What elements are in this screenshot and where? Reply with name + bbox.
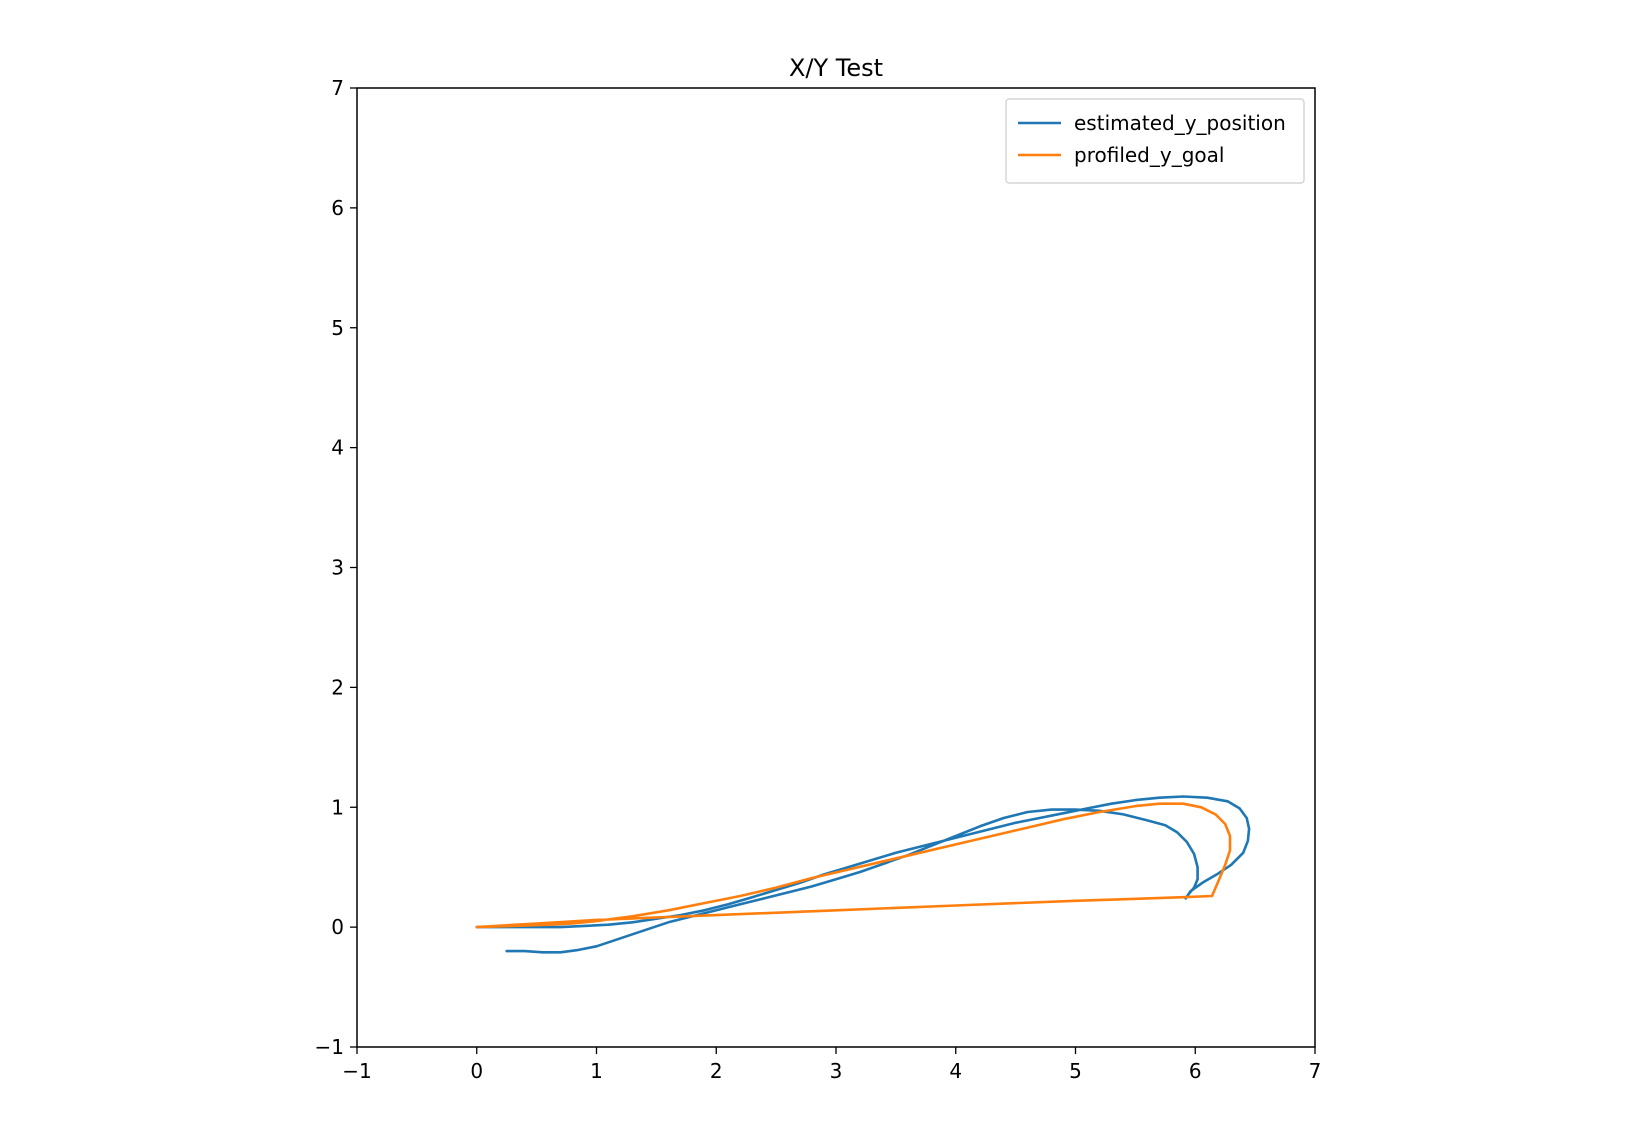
y-tick-label: 3: [331, 556, 344, 580]
y-tick-label: −1: [315, 1035, 344, 1059]
y-tick-label: 7: [331, 76, 344, 100]
legend-label: profiled_y_goal: [1074, 143, 1224, 167]
x-tick-label: 3: [830, 1059, 843, 1083]
series-line-estimated-y-position: [475, 795, 1251, 954]
plot-frame: [356, 87, 1316, 1048]
y-tick-label: 6: [331, 196, 344, 220]
x-tick-label: 0: [470, 1059, 483, 1083]
x-tick-label: 5: [1069, 1059, 1082, 1083]
y-tick-label: 2: [331, 675, 344, 699]
x-tick-label: 2: [710, 1059, 723, 1083]
legend-box: [1005, 98, 1305, 184]
x-tick-label: −1: [342, 1059, 371, 1083]
x-tick-label: 4: [949, 1059, 962, 1083]
y-tick-label: 1: [331, 795, 344, 819]
x-tick-label: 7: [1309, 1059, 1322, 1083]
y-tick-label: 5: [331, 316, 344, 340]
y-axis: −1 0 1 2 3 4 5 6 7: [315, 76, 357, 1059]
x-tick-label: 1: [590, 1059, 603, 1083]
legend: estimated_y_position profiled_y_goal: [1005, 98, 1305, 184]
series-layer: [475, 795, 1251, 954]
y-tick-label: 0: [331, 915, 344, 939]
x-tick-label: 6: [1189, 1059, 1202, 1083]
plot-area: [357, 88, 1315, 1047]
series-line-profiled-y-goal: [475, 802, 1232, 929]
legend-label: estimated_y_position: [1074, 111, 1286, 135]
chart-title: X/Y Test: [789, 54, 883, 82]
y-tick-label: 4: [331, 436, 344, 460]
x-axis: −1 0 1 2 3 4 5 6 7: [342, 1047, 1321, 1083]
